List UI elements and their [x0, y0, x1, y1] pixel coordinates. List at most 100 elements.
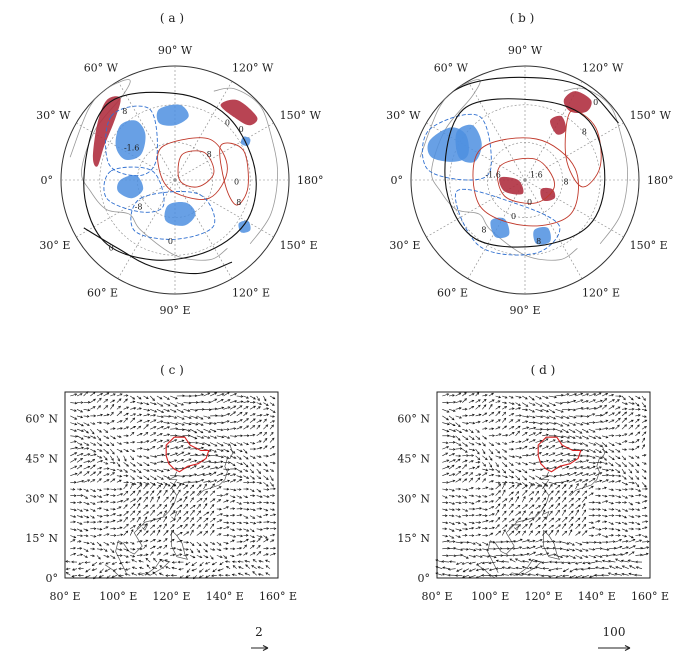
wind-vector-head: [214, 479, 218, 482]
wind-vector: [169, 510, 176, 516]
wind-vector: [588, 548, 595, 550]
wind-vector-head: [466, 556, 469, 559]
wind-vector-head: [211, 574, 214, 577]
y-tick-label: 30° N: [25, 492, 58, 505]
wind-vector-head: [87, 460, 91, 463]
wind-vector-head: [505, 475, 508, 479]
wind-vector-head: [201, 442, 205, 446]
wind-vector: [196, 479, 204, 483]
wind-vector-head: [118, 506, 122, 509]
wind-vector-head: [492, 434, 495, 437]
wind-vector-head: [140, 447, 143, 450]
wind-vector-head: [490, 451, 494, 455]
wind-vector-head: [458, 470, 462, 474]
wind-vector: [462, 555, 469, 559]
wind-vector-head: [185, 511, 189, 514]
wind-vector: [608, 541, 616, 543]
wind-vector-head: [504, 464, 508, 468]
wind-vector: [76, 540, 82, 543]
wind-vector-head: [220, 465, 224, 469]
wind-vector: [258, 573, 264, 576]
wind-vector-head: [569, 575, 572, 579]
wind-vector: [615, 539, 622, 543]
wind-vector: [196, 490, 202, 496]
wind-vector: [522, 517, 528, 523]
wind-vector: [156, 482, 163, 485]
wind-vector-head: [457, 438, 461, 441]
wind-vector-head: [139, 566, 142, 570]
wind-vector-head: [245, 464, 249, 468]
wind-vector: [641, 546, 649, 550]
wind-vector: [70, 528, 77, 531]
wind-vector: [103, 541, 109, 546]
meridian-line: [174, 81, 233, 181]
wind-vector-head: [154, 410, 158, 413]
wind-vector: [468, 393, 475, 397]
wind-vector: [541, 503, 546, 510]
wind-vector: [488, 468, 494, 471]
wind-vector-head: [643, 431, 647, 435]
wind-vector: [501, 504, 506, 510]
wind-vector-head: [546, 467, 550, 470]
wind-vector-head: [465, 444, 469, 447]
wind-vector: [130, 448, 135, 452]
wind-vector: [143, 530, 149, 536]
wind-vector-head: [153, 426, 157, 429]
wind-vector: [641, 431, 647, 437]
wind-vector: [528, 462, 536, 465]
wind-vector: [595, 442, 603, 447]
wind-vector-head: [625, 402, 628, 405]
wind-vector-head: [191, 517, 194, 520]
wind-vector: [263, 488, 269, 490]
wind-vector: [263, 547, 269, 550]
wind-vector: [136, 433, 143, 437]
wind-vector: [502, 395, 508, 399]
wind-vector: [209, 530, 215, 536]
wind-vector: [123, 555, 129, 558]
wind-vector-head: [579, 436, 583, 439]
wind-vector-head: [605, 435, 609, 439]
wind-vector: [76, 547, 82, 550]
wind-vector-head: [112, 542, 116, 545]
wind-vector-head: [465, 488, 469, 492]
wind-vector: [136, 425, 141, 430]
wind-vector-head: [258, 471, 262, 474]
wind-vector-head: [546, 540, 550, 543]
meridian-line: [117, 179, 176, 279]
wind-vector: [541, 561, 549, 564]
wind-vector: [588, 521, 594, 524]
wind-vector: [575, 479, 582, 483]
wind-vector-head: [498, 474, 501, 478]
wind-vector-head: [611, 393, 615, 397]
wind-vector: [116, 506, 122, 510]
wind-vector: [116, 475, 122, 477]
wind-vector-head: [167, 421, 171, 425]
x-tick-label: 120° E: [524, 590, 562, 603]
wind-vector-head: [477, 487, 481, 490]
wind-vector: [243, 552, 248, 556]
wind-vector: [581, 503, 586, 510]
wind-vector: [176, 517, 182, 523]
wind-vector: [203, 530, 208, 536]
wind-vector: [233, 565, 237, 569]
wind-vector: [568, 472, 577, 476]
wind-vector-head: [566, 393, 570, 396]
wind-vector-head: [621, 572, 625, 576]
wind-vector-head: [164, 523, 167, 527]
wind-vector: [541, 530, 548, 536]
wind-vector: [150, 419, 157, 423]
wind-vector: [581, 509, 586, 516]
wind-vector: [515, 462, 521, 465]
wind-vector-head: [599, 456, 603, 459]
wind-vector: [229, 479, 236, 483]
wind-vector: [205, 575, 211, 578]
wind-vector: [103, 555, 109, 558]
wind-vector: [468, 514, 475, 516]
wind-vector: [90, 454, 97, 457]
wind-vector-head: [188, 401, 192, 405]
wind-vector: [209, 541, 215, 545]
wind-vector-head: [153, 432, 157, 435]
wind-vector-head: [504, 457, 507, 460]
wind-vector-head: [604, 458, 607, 461]
wind-vector-head: [160, 460, 164, 464]
